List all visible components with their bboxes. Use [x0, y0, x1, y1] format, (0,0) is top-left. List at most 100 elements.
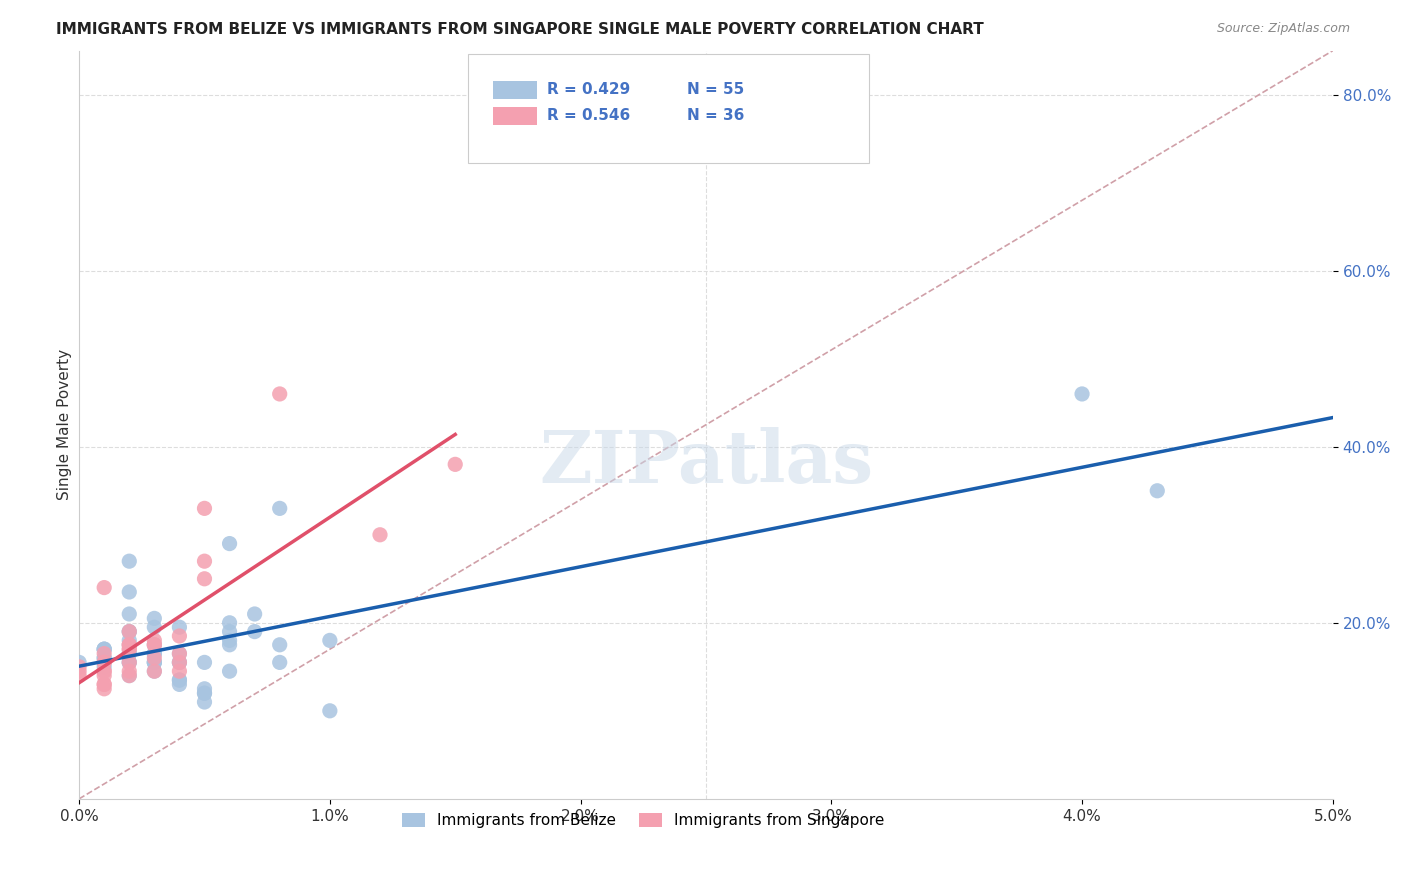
Point — [118, 647, 141, 661]
Point — [143, 651, 166, 665]
Point — [1071, 387, 1094, 401]
Y-axis label: Single Male Poverty: Single Male Poverty — [58, 349, 72, 500]
Point — [143, 656, 166, 670]
Point — [67, 668, 90, 682]
Text: R = 0.429: R = 0.429 — [547, 82, 630, 97]
Point — [169, 620, 191, 634]
Point — [118, 633, 141, 648]
Point — [193, 572, 215, 586]
Point — [67, 656, 90, 670]
Point — [218, 615, 240, 630]
Point — [193, 554, 215, 568]
Point — [118, 642, 141, 657]
Point — [143, 638, 166, 652]
Point — [93, 668, 115, 682]
Point — [143, 664, 166, 678]
Point — [193, 686, 215, 700]
Point — [269, 638, 291, 652]
Point — [218, 633, 240, 648]
Point — [93, 642, 115, 657]
Point — [143, 620, 166, 634]
Point — [143, 611, 166, 625]
Point — [93, 651, 115, 665]
FancyBboxPatch shape — [494, 107, 537, 126]
Point — [368, 528, 391, 542]
Point — [93, 660, 115, 674]
Point — [169, 647, 191, 661]
Point — [143, 664, 166, 678]
Point — [319, 633, 342, 648]
Text: R = 0.546: R = 0.546 — [547, 108, 630, 123]
Point — [169, 673, 191, 687]
Point — [143, 638, 166, 652]
Point — [118, 585, 141, 599]
Point — [143, 647, 166, 661]
Point — [93, 642, 115, 657]
Point — [143, 633, 166, 648]
Point — [143, 638, 166, 652]
Point — [93, 656, 115, 670]
Legend: Immigrants from Belize, Immigrants from Singapore: Immigrants from Belize, Immigrants from … — [394, 805, 893, 836]
Point — [118, 656, 141, 670]
Point — [143, 647, 166, 661]
Point — [193, 656, 215, 670]
Point — [93, 656, 115, 670]
Text: Source: ZipAtlas.com: Source: ZipAtlas.com — [1216, 22, 1350, 36]
Point — [143, 656, 166, 670]
Point — [218, 536, 240, 550]
Point — [118, 638, 141, 652]
Point — [93, 677, 115, 691]
Point — [118, 624, 141, 639]
FancyBboxPatch shape — [468, 54, 869, 163]
Point — [444, 458, 467, 472]
FancyBboxPatch shape — [494, 80, 537, 99]
Point — [169, 629, 191, 643]
Point — [243, 624, 266, 639]
Point — [118, 624, 141, 639]
Point — [269, 656, 291, 670]
Point — [118, 638, 141, 652]
Point — [118, 656, 141, 670]
Point — [67, 664, 90, 678]
Point — [169, 656, 191, 670]
Text: N = 36: N = 36 — [688, 108, 745, 123]
Point — [169, 647, 191, 661]
Point — [118, 638, 141, 652]
Point — [118, 668, 141, 682]
Point — [218, 638, 240, 652]
Point — [169, 656, 191, 670]
Point — [193, 681, 215, 696]
Point — [169, 656, 191, 670]
Point — [93, 647, 115, 661]
Point — [118, 642, 141, 657]
Text: ZIPatlas: ZIPatlas — [538, 426, 873, 498]
Point — [193, 695, 215, 709]
Point — [93, 664, 115, 678]
Point — [193, 501, 215, 516]
Point — [118, 624, 141, 639]
Point — [93, 681, 115, 696]
Point — [118, 647, 141, 661]
Point — [93, 664, 115, 678]
Point — [193, 686, 215, 700]
Text: IMMIGRANTS FROM BELIZE VS IMMIGRANTS FROM SINGAPORE SINGLE MALE POVERTY CORRELAT: IMMIGRANTS FROM BELIZE VS IMMIGRANTS FRO… — [56, 22, 984, 37]
Point — [243, 607, 266, 621]
Point — [169, 677, 191, 691]
Point — [218, 664, 240, 678]
Point — [118, 607, 141, 621]
Point — [118, 668, 141, 682]
Point — [118, 554, 141, 568]
Point — [118, 664, 141, 678]
Text: N = 55: N = 55 — [688, 82, 744, 97]
Point — [67, 660, 90, 674]
Point — [93, 642, 115, 657]
Point — [93, 677, 115, 691]
Point — [93, 651, 115, 665]
Point — [269, 387, 291, 401]
Point — [143, 656, 166, 670]
Point — [169, 673, 191, 687]
Point — [269, 501, 291, 516]
Point — [169, 664, 191, 678]
Point — [93, 581, 115, 595]
Point — [319, 704, 342, 718]
